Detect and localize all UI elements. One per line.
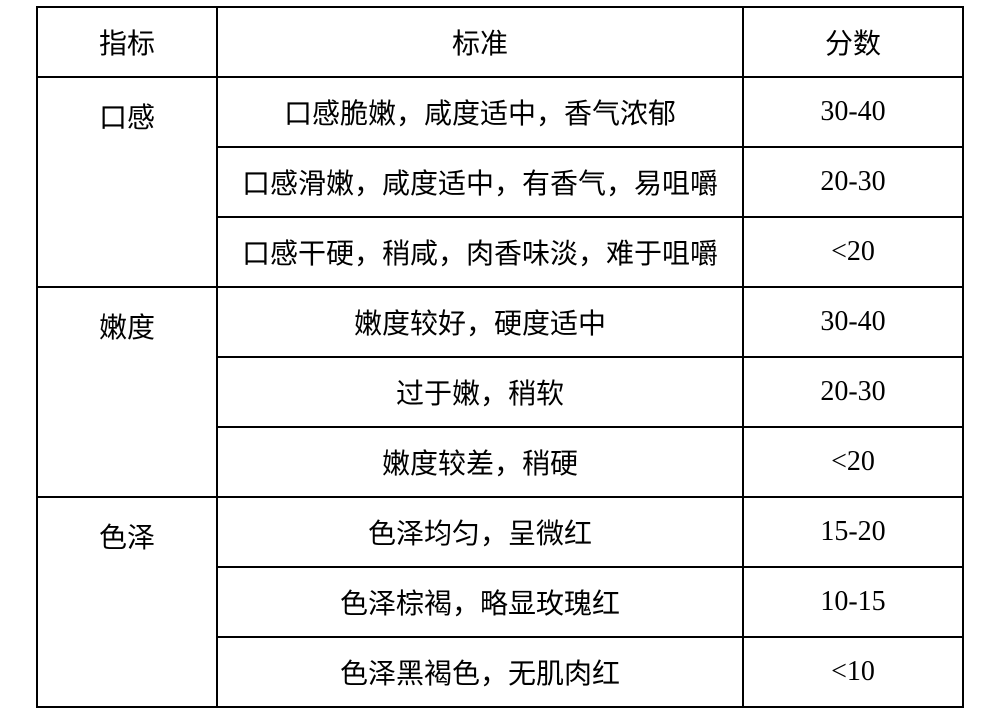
category-cell: 嫩度 [37,287,217,497]
score-cell: 15-20 [743,497,963,567]
table-row: 嫩度 嫩度较好，硬度适中 30-40 [37,287,963,357]
score-cell: 20-30 [743,147,963,217]
score-cell: 30-40 [743,77,963,147]
score-cell: <20 [743,217,963,287]
evaluation-table-container: 指标 标准 分数 口感 口感脆嫩，咸度适中，香气浓郁 30-40 口感滑嫩，咸度… [0,0,1000,708]
score-cell: <20 [743,427,963,497]
evaluation-table: 指标 标准 分数 口感 口感脆嫩，咸度适中，香气浓郁 30-40 口感滑嫩，咸度… [36,6,964,708]
category-cell: 色泽 [37,497,217,707]
score-cell: 10-15 [743,567,963,637]
table-row: 口感 口感脆嫩，咸度适中，香气浓郁 30-40 [37,77,963,147]
criterion-cell: 口感干硬，稍咸，肉香味淡，难于咀嚼 [217,217,743,287]
criterion-cell: 嫩度较差，稍硬 [217,427,743,497]
category-cell: 口感 [37,77,217,287]
score-cell: 30-40 [743,287,963,357]
col-header-index: 指标 [37,7,217,77]
criterion-cell: 过于嫩，稍软 [217,357,743,427]
col-header-score: 分数 [743,7,963,77]
col-header-criteria: 标准 [217,7,743,77]
score-cell: 20-30 [743,357,963,427]
score-cell: <10 [743,637,963,707]
criterion-cell: 色泽均匀，呈微红 [217,497,743,567]
criterion-cell: 色泽黑褐色，无肌肉红 [217,637,743,707]
criterion-cell: 口感滑嫩，咸度适中，有香气，易咀嚼 [217,147,743,217]
table-row: 色泽 色泽均匀，呈微红 15-20 [37,497,963,567]
criterion-cell: 色泽棕褐，略显玫瑰红 [217,567,743,637]
table-header-row: 指标 标准 分数 [37,7,963,77]
criterion-cell: 口感脆嫩，咸度适中，香气浓郁 [217,77,743,147]
criterion-cell: 嫩度较好，硬度适中 [217,287,743,357]
